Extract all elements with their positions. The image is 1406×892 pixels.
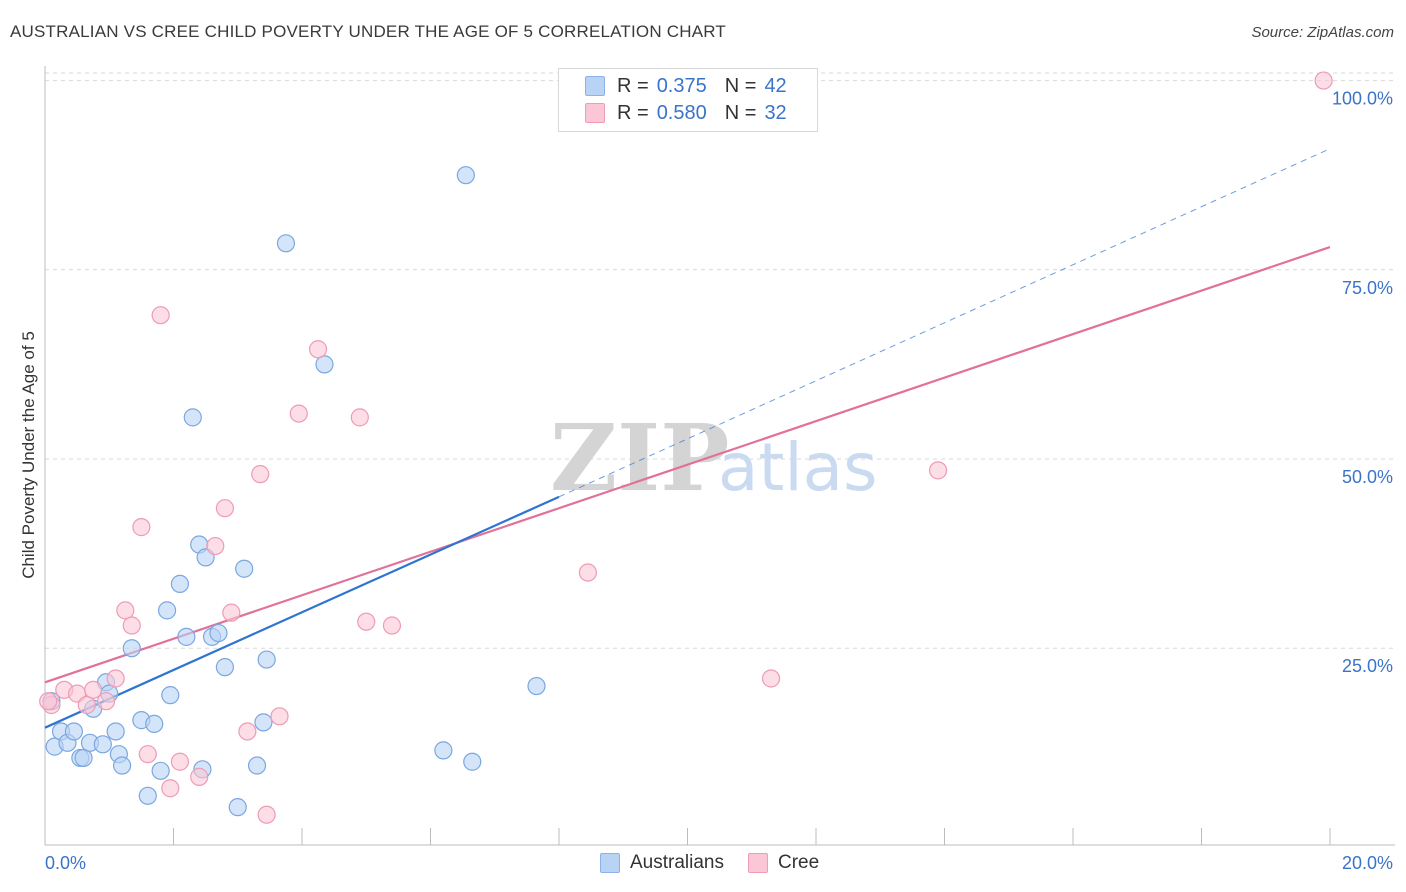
cree-r-value: 0.580 xyxy=(656,101,707,124)
australians-point xyxy=(434,741,453,760)
correlation-legend: R = 0.375 N = 42 R = 0.580 N = 32 xyxy=(558,68,818,132)
cree-point xyxy=(39,692,58,711)
australians-trend-extension xyxy=(558,148,1331,498)
watermark: ZIP atlas xyxy=(550,404,878,512)
trend-layer xyxy=(44,148,1331,729)
cree-point xyxy=(132,518,151,537)
australians-r-value: 0.375 xyxy=(656,74,707,97)
australians-point xyxy=(247,756,267,775)
cree-point xyxy=(350,408,369,427)
australians-point xyxy=(112,756,132,775)
legend-row-cree: R = 0.580 N = 32 xyxy=(585,100,787,126)
cree-point xyxy=(206,536,225,556)
r-label: R = xyxy=(617,74,649,97)
legend-item-australians[interactable]: Australians xyxy=(600,852,724,874)
cree-n-value: 32 xyxy=(764,101,787,124)
cree-point xyxy=(84,680,103,699)
australians-point xyxy=(209,623,228,643)
australians-point xyxy=(183,408,202,427)
australians-legend-label: Australians xyxy=(630,852,724,873)
australians-point xyxy=(106,722,125,741)
australians-point xyxy=(151,761,170,780)
legend-item-cree[interactable]: Cree xyxy=(748,852,819,874)
australians-point xyxy=(74,748,93,768)
australians-point xyxy=(157,601,177,620)
cree-point xyxy=(382,616,402,635)
australians-legend-swatch xyxy=(600,853,620,873)
cree-point xyxy=(257,805,276,824)
y-tick-label: 50.0% xyxy=(1342,467,1393,487)
axis-layer xyxy=(44,66,1395,846)
cree-point xyxy=(270,707,289,726)
australians-point xyxy=(93,735,112,754)
cree-point xyxy=(151,306,170,325)
cree-point xyxy=(251,465,270,484)
n-label: N = xyxy=(724,101,757,124)
points-layer xyxy=(39,71,1333,824)
r-label: R = xyxy=(617,101,649,124)
australians-point xyxy=(138,786,157,805)
australians-trend-line xyxy=(44,495,560,729)
cree-swatch xyxy=(585,103,605,123)
australians-point xyxy=(276,234,296,253)
australians-point xyxy=(527,676,546,696)
y-tick-label: 100.0% xyxy=(1332,89,1393,109)
cree-point xyxy=(138,745,157,764)
australians-point xyxy=(177,627,196,646)
x-tick-label-min: 0.0% xyxy=(45,853,86,873)
cree-point xyxy=(238,722,257,741)
australians-point xyxy=(145,714,164,734)
cree-point xyxy=(116,601,135,620)
cree-point xyxy=(77,695,96,715)
cree-point xyxy=(578,563,598,582)
y-tick-label: 25.0% xyxy=(1342,656,1393,676)
cree-point xyxy=(190,767,209,786)
cree-point xyxy=(215,499,234,518)
australians-point xyxy=(463,752,482,771)
x-tick-label-max: 20.0% xyxy=(1342,853,1393,873)
cree-legend-label: Cree xyxy=(778,852,820,873)
watermark-zip: ZIP xyxy=(550,404,729,512)
australians-point xyxy=(235,559,254,578)
y-tick-label: 75.0% xyxy=(1342,278,1393,298)
australians-point xyxy=(64,722,84,741)
australians-point xyxy=(257,650,276,669)
cree-point xyxy=(161,779,180,798)
australians-point xyxy=(161,686,180,705)
cree-point xyxy=(1314,71,1333,90)
australians-point xyxy=(456,166,475,185)
chart-title: AUSTRALIAN VS CREE CHILD POVERTY UNDER T… xyxy=(10,22,726,41)
australians-point xyxy=(170,574,190,593)
australians-point xyxy=(122,639,141,658)
source-label: Source: ZipAtlas.com xyxy=(1251,24,1394,41)
watermark-atlas: atlas xyxy=(718,429,878,506)
cree-point xyxy=(308,340,328,359)
cree-point xyxy=(928,461,948,480)
australians-n-value: 42 xyxy=(764,74,787,97)
cree-legend-swatch xyxy=(748,853,768,873)
australians-swatch xyxy=(585,76,605,96)
cree-point xyxy=(106,669,125,688)
cree-point xyxy=(289,404,308,423)
cree-point xyxy=(357,612,376,631)
cree-point xyxy=(122,616,141,635)
y-axis-label: Child Poverty Under the Age of 5 xyxy=(19,331,38,579)
series-legend: Australians Cree xyxy=(600,852,843,874)
australians-point xyxy=(254,713,273,732)
n-label: N = xyxy=(724,74,757,97)
cree-trend-line xyxy=(44,246,1331,684)
australians-point xyxy=(315,355,334,374)
cree-point xyxy=(222,603,241,622)
cree-point xyxy=(170,752,190,771)
australians-point xyxy=(215,658,234,677)
cree-point xyxy=(96,692,116,711)
label-layer: 25.0% 50.0% 75.0% 100.0% 0.0% 20.0% xyxy=(45,89,1393,873)
cree-point xyxy=(761,669,781,688)
legend-row-australians: R = 0.375 N = 42 xyxy=(585,73,787,99)
australians-point xyxy=(228,798,247,817)
